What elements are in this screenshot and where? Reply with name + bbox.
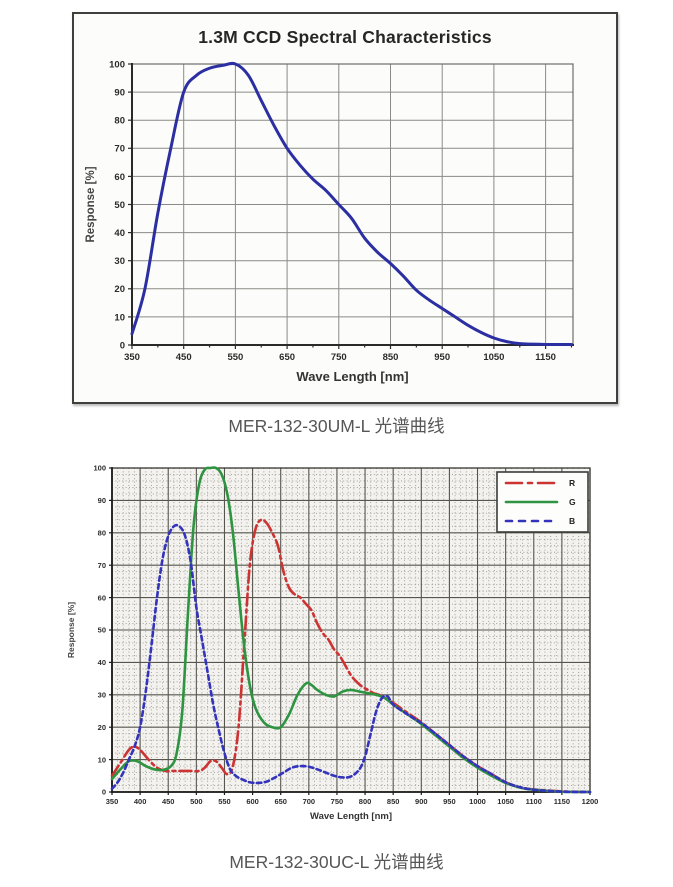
svg-text:1000: 1000 [469,797,486,806]
svg-text:550: 550 [227,352,243,363]
svg-text:60: 60 [114,172,125,183]
svg-text:450: 450 [162,797,175,806]
chart-title: 1.3M CCD Spectral Characteristics [198,27,492,47]
legend-label-G: G [569,497,576,507]
svg-text:350: 350 [124,352,140,363]
svg-text:650: 650 [274,797,287,806]
svg-text:100: 100 [109,59,125,70]
svg-text:1200: 1200 [582,797,599,806]
svg-text:100: 100 [93,464,106,473]
svg-text:20: 20 [98,723,106,732]
svg-text:50: 50 [114,200,125,211]
svg-text:20: 20 [114,284,125,295]
svg-text:70: 70 [98,561,106,570]
svg-text:40: 40 [98,658,106,667]
svg-text:0: 0 [120,340,125,351]
svg-text:750: 750 [331,797,344,806]
y-axis-title: Response [%] [85,166,97,242]
caption-mono: MER-132-30UM-L 光谱曲线 [228,416,445,436]
legend-label-B: B [569,516,575,526]
svg-text:10: 10 [98,755,106,764]
rgb-spectral-plot: 350 400 450 500 550 600 650 700 750 800 850 900 950 1… [66,464,598,822]
svg-text:900: 900 [415,797,428,806]
svg-text:850: 850 [383,352,399,363]
svg-text:1050: 1050 [483,352,504,363]
svg-text:1150: 1150 [535,352,556,363]
svg-text:10: 10 [114,312,125,323]
svg-text:500: 500 [190,797,203,806]
x-axis-title: Wave Length [nm] [310,811,392,822]
caption-rgb: MER-132-30UC-L 光谱曲线 [229,852,444,872]
svg-text:30: 30 [98,691,106,700]
svg-text:80: 80 [114,116,125,127]
svg-text:40: 40 [114,228,125,239]
svg-text:950: 950 [434,352,450,363]
mono-spectral-chart: 1.3M CCD Spectral Characteristics 350 450… [72,12,618,404]
series-R [110,518,592,794]
legend-label-R: R [569,478,575,488]
svg-text:600: 600 [246,797,259,806]
svg-text:30: 30 [114,256,125,267]
svg-text:700: 700 [303,797,316,806]
rgb-spectral-chart: 350 400 450 500 550 600 650 700 750 800 850 900 950 1… [64,450,612,836]
series-CCD spectral response [130,61,573,346]
x-axis-title: Wave Length [nm] [296,369,408,384]
svg-text:70: 70 [114,144,125,155]
svg-text:60: 60 [98,593,106,602]
svg-text:550: 550 [218,797,231,806]
svg-text:350: 350 [106,797,119,806]
svg-text:450: 450 [176,352,192,363]
tick-marks [109,467,591,795]
svg-text:1050: 1050 [497,797,514,806]
mono-spectral-plot: 350 450 550 650 750 850 950 1050 1150 0 10 20 30 40 50… [85,59,574,384]
svg-text:90: 90 [114,88,125,99]
svg-text:80: 80 [98,529,106,538]
svg-text:90: 90 [98,496,106,505]
svg-text:1100: 1100 [526,797,542,806]
svg-text:750: 750 [331,352,347,363]
svg-text:50: 50 [98,626,106,635]
svg-text:1150: 1150 [554,797,570,806]
svg-text:400: 400 [134,797,147,806]
y-axis-title: Response [%] [66,602,76,658]
tick-labels: 350 450 550 650 750 850 950 1050 1150 0 10 20 30 40 50… [109,59,556,363]
tick-marks [128,63,573,349]
svg-text:950: 950 [443,797,456,806]
svg-text:800: 800 [359,797,372,806]
series-G [110,466,592,794]
svg-text:0: 0 [102,788,106,797]
series-B [110,523,592,794]
legend: RGB [496,471,589,533]
svg-text:850: 850 [387,797,400,806]
svg-text:650: 650 [279,352,295,363]
tick-labels: 350 400 450 500 550 600 650 700 750 800 850 900 950 1… [93,464,598,806]
